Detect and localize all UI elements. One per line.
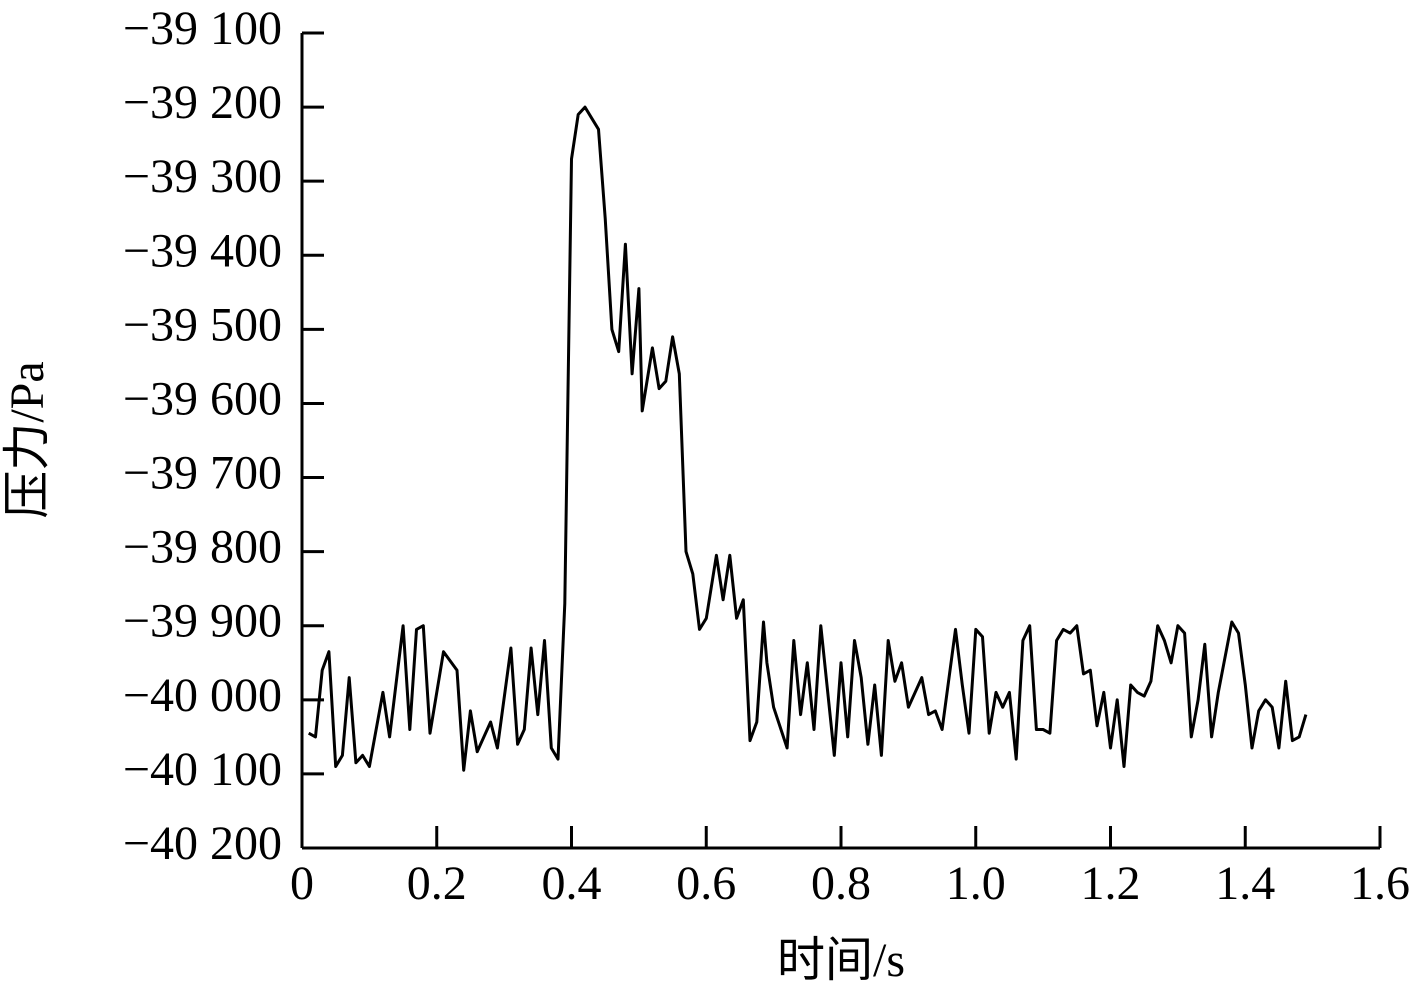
x-axis-label: 时间/s: [777, 934, 905, 987]
x-tick-label: 1.0: [946, 857, 1006, 910]
y-tick-label: −39 300: [123, 150, 282, 203]
y-tick-label: −39 200: [123, 76, 282, 129]
y-tick-label: −39 800: [123, 521, 282, 574]
y-axis-label: 压力/Pa: [1, 361, 54, 518]
y-tick-label: −40 200: [123, 817, 282, 870]
x-tick-label: 0.2: [407, 857, 467, 910]
x-tick-label: 0.4: [542, 857, 602, 910]
y-tick-label: −39 400: [123, 224, 282, 277]
y-tick-label: −39 900: [123, 595, 282, 648]
x-tick-label: 0.6: [676, 857, 736, 910]
x-tick-label: 1.2: [1081, 857, 1141, 910]
y-tick-label: −39 600: [123, 372, 282, 425]
y-tick-label: −40 100: [123, 743, 282, 796]
x-tick-label: 1.4: [1215, 857, 1275, 910]
y-tick-label: −39 100: [123, 2, 282, 55]
x-tick-label: 0.8: [811, 857, 871, 910]
y-tick-label: −39 700: [123, 447, 282, 500]
line-series: [307, 105, 1308, 772]
y-tick-label: −39 500: [123, 298, 282, 351]
y-tick-label: −40 000: [123, 669, 282, 722]
x-tick-label: 1.6: [1350, 857, 1410, 910]
x-tick-label: 0: [290, 857, 314, 910]
